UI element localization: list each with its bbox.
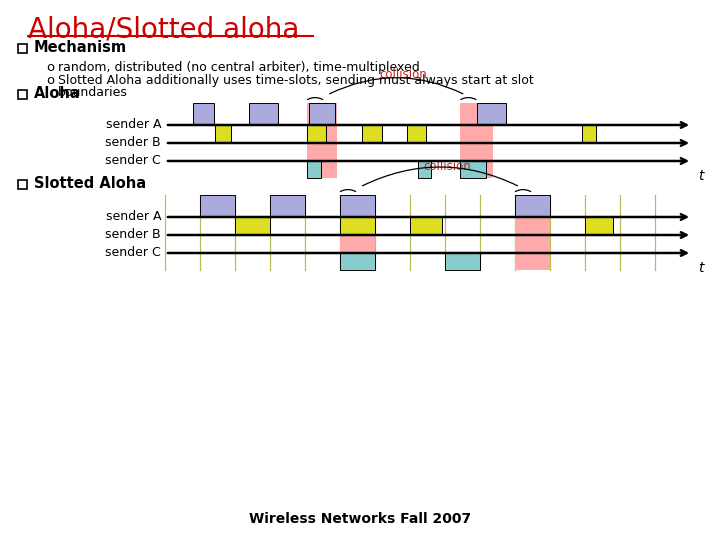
Bar <box>193 103 214 125</box>
Bar <box>477 103 506 125</box>
Text: Slotted Aloha: Slotted Aloha <box>34 177 146 192</box>
Text: boundaries: boundaries <box>58 86 128 99</box>
Text: random, distributed (no central arbiter), time-multiplexed: random, distributed (no central arbiter)… <box>58 61 420 74</box>
Bar <box>407 124 426 143</box>
Bar <box>249 103 279 125</box>
Text: sender B: sender B <box>105 137 161 150</box>
Bar <box>340 195 375 270</box>
Text: sender C: sender C <box>105 154 161 167</box>
Bar <box>18 180 27 189</box>
Bar <box>18 44 27 53</box>
Text: t: t <box>698 169 703 183</box>
Text: o: o <box>46 74 54 87</box>
Bar <box>235 216 270 235</box>
Bar <box>18 90 27 99</box>
Bar <box>460 161 485 178</box>
Text: Wireless Networks Fall 2007: Wireless Networks Fall 2007 <box>249 512 471 526</box>
Bar <box>340 195 375 217</box>
Bar <box>410 216 441 235</box>
Bar <box>307 103 336 178</box>
Text: sender A: sender A <box>106 211 161 224</box>
Bar <box>340 216 375 235</box>
Bar <box>307 161 321 178</box>
Text: sender C: sender C <box>105 246 161 260</box>
Text: collision: collision <box>423 160 472 173</box>
Bar <box>215 124 231 143</box>
Bar <box>418 161 431 178</box>
Bar <box>445 253 480 270</box>
Text: Slotted Aloha additionally uses time-slots, sending must always start at slot: Slotted Aloha additionally uses time-slo… <box>58 74 534 87</box>
Text: t: t <box>698 261 703 275</box>
Text: o: o <box>46 61 54 74</box>
Text: collision: collision <box>380 68 428 81</box>
Bar <box>582 124 595 143</box>
Bar <box>362 124 382 143</box>
Text: sender B: sender B <box>105 228 161 241</box>
Text: Aloha/Slotted aloha: Aloha/Slotted aloha <box>28 15 300 43</box>
Bar <box>515 195 550 217</box>
Bar <box>270 195 305 217</box>
Bar <box>307 124 326 143</box>
Bar <box>460 103 492 178</box>
Bar <box>308 103 335 125</box>
Bar <box>585 216 613 235</box>
Bar <box>200 195 235 217</box>
Text: Mechanism: Mechanism <box>34 40 127 56</box>
Bar <box>340 253 375 270</box>
Bar <box>515 195 550 270</box>
Text: sender A: sender A <box>106 118 161 132</box>
Text: Aloha: Aloha <box>34 86 81 102</box>
